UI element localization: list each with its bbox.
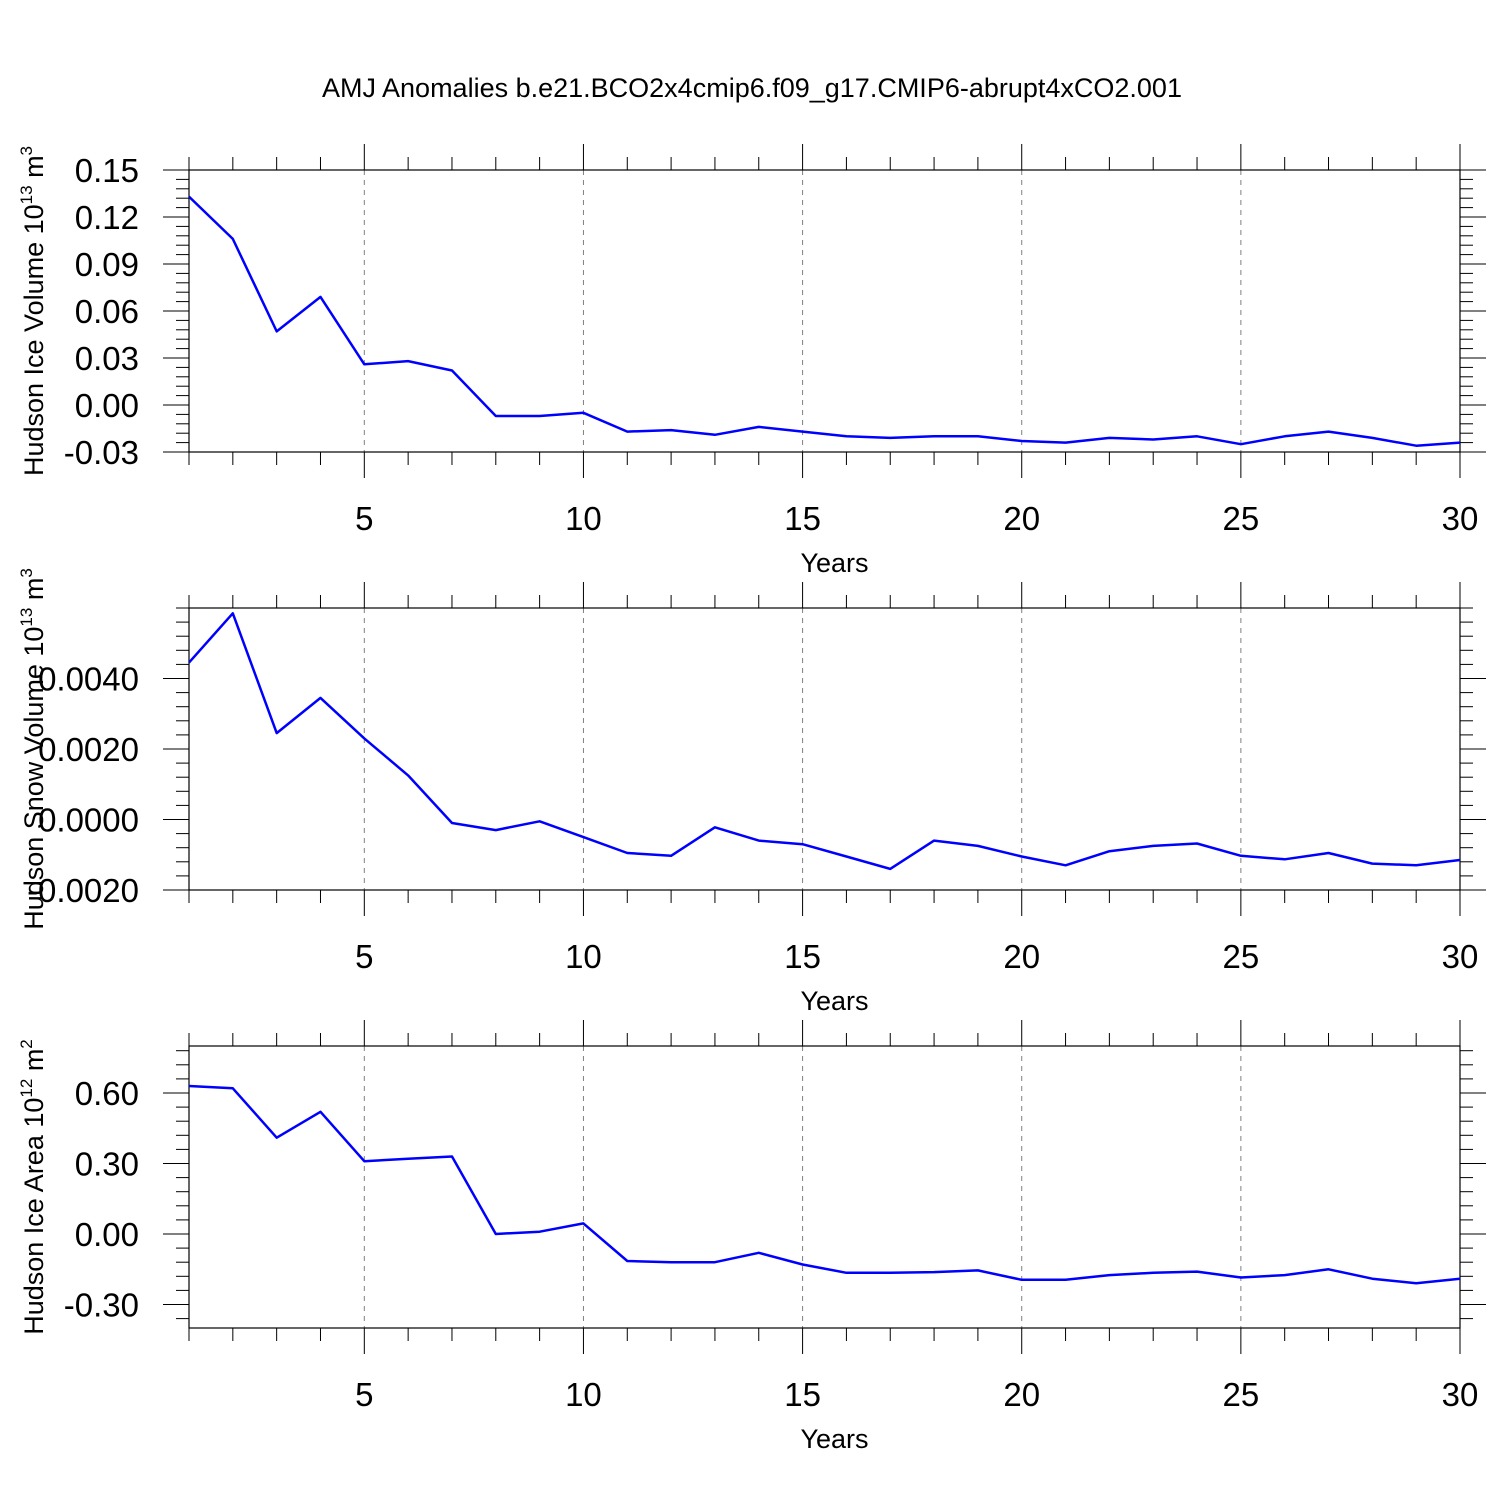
x-tick-label: 5 bbox=[355, 1376, 373, 1413]
y-tick-label: 0.30 bbox=[75, 1146, 139, 1183]
x-tick-label: 15 bbox=[784, 938, 821, 975]
plot-frame bbox=[188, 169, 1461, 453]
y-tick-label: 0.15 bbox=[75, 152, 139, 189]
x-tick-label: 10 bbox=[565, 938, 602, 975]
chart-panel-2: -0.0020 0.0000 0.0020 0.0040 5 10 15 20 25 30 Year… bbox=[17, 568, 1486, 1016]
x-tick-label: 10 bbox=[565, 1376, 602, 1413]
plot-frame bbox=[188, 1045, 1461, 1329]
series-line bbox=[189, 612, 1460, 871]
x-tick-label: 5 bbox=[355, 500, 373, 537]
y-tick-label: 0.03 bbox=[75, 340, 139, 377]
y-tick-label: 0.00 bbox=[75, 1216, 139, 1253]
x-tick-label: 20 bbox=[1003, 1376, 1040, 1413]
x-axis-label: Years bbox=[800, 986, 868, 1016]
series-line bbox=[189, 1084, 1460, 1285]
y-axis-label-exponent: 13 bbox=[17, 608, 36, 627]
y-tick-label: 0.0040 bbox=[38, 661, 139, 698]
x-tick-label: 25 bbox=[1223, 1376, 1260, 1413]
panels: -0.030.000.030.060.090.120.155 10 15 20 25 30… bbox=[17, 144, 1486, 1454]
y-axis-label: Hudson Ice Volume 1013 m3 bbox=[17, 146, 49, 476]
y-axis-label-unit: m bbox=[19, 1049, 49, 1079]
y-axis-label: Hudson Snow Volume 1013 m3 bbox=[17, 568, 49, 930]
y-tick-label: 0.09 bbox=[75, 246, 139, 283]
y-axis-label-exponent: 12 bbox=[17, 1079, 36, 1098]
chart-panel-1: -0.03 0.00 0.03 0.06 0.09 0.12 0.15 5 10 15 20 25 30… bbox=[17, 144, 1486, 578]
x-tick-label: 15 bbox=[784, 500, 821, 537]
x-tick-label: 15 bbox=[784, 1376, 821, 1413]
y-tick-label: 0.12 bbox=[75, 199, 139, 236]
x-axis-label: Years bbox=[800, 1424, 868, 1454]
y-axis-label-unit-exponent: 3 bbox=[17, 568, 36, 577]
plot-frame bbox=[188, 607, 1461, 891]
y-axis-label-exponent: 13 bbox=[17, 185, 36, 204]
x-tick-label: 30 bbox=[1442, 1376, 1479, 1413]
y-axis-label-text: Hudson Snow Volume 10 bbox=[19, 627, 49, 930]
y-tick-label: -0.03 bbox=[64, 434, 139, 471]
x-tick-label: 20 bbox=[1003, 500, 1040, 537]
y-tick-label: 0.0020 bbox=[38, 731, 139, 768]
y-tick-label: -0.30 bbox=[64, 1287, 139, 1324]
y-axis-label-unit: m bbox=[19, 155, 49, 185]
x-axis-label: Years bbox=[800, 548, 868, 578]
y-axis-label-text: Hudson Ice Volume 10 bbox=[19, 204, 49, 476]
y-tick-label: 0.00 bbox=[75, 387, 139, 424]
y-axis-label-unit: m bbox=[19, 578, 49, 608]
y-tick-label: 0.60 bbox=[75, 1075, 139, 1112]
x-tick-label: 5 bbox=[355, 938, 373, 975]
x-tick-label: 25 bbox=[1223, 938, 1260, 975]
y-axis-label-unit-exponent: 3 bbox=[17, 146, 36, 155]
y-axis-label-unit-exponent: 2 bbox=[17, 1039, 36, 1048]
x-tick-label: 30 bbox=[1442, 938, 1479, 975]
y-tick-label: -0.0020 bbox=[27, 872, 139, 909]
y-tick-label: 0.06 bbox=[75, 293, 139, 330]
x-tick-label: 10 bbox=[565, 500, 602, 537]
x-tick-label: 25 bbox=[1223, 500, 1260, 537]
y-axis-label-text: Hudson Ice Area 10 bbox=[19, 1098, 49, 1335]
y-axis-label: Hudson Ice Area 1012 m2 bbox=[17, 1039, 49, 1335]
y-tick-label: 0.0000 bbox=[38, 802, 139, 839]
chart-panel-3: -0.30 0.00 0.30 0.60 5 10 15 20 25 30 Years Hudson … bbox=[17, 1020, 1486, 1454]
x-tick-label: 20 bbox=[1003, 938, 1040, 975]
series-line bbox=[189, 195, 1460, 447]
chart-title: AMJ Anomalies b.e21.BCO2x4cmip6.f09_g17.… bbox=[322, 73, 1182, 103]
x-tick-label: 30 bbox=[1442, 500, 1479, 537]
